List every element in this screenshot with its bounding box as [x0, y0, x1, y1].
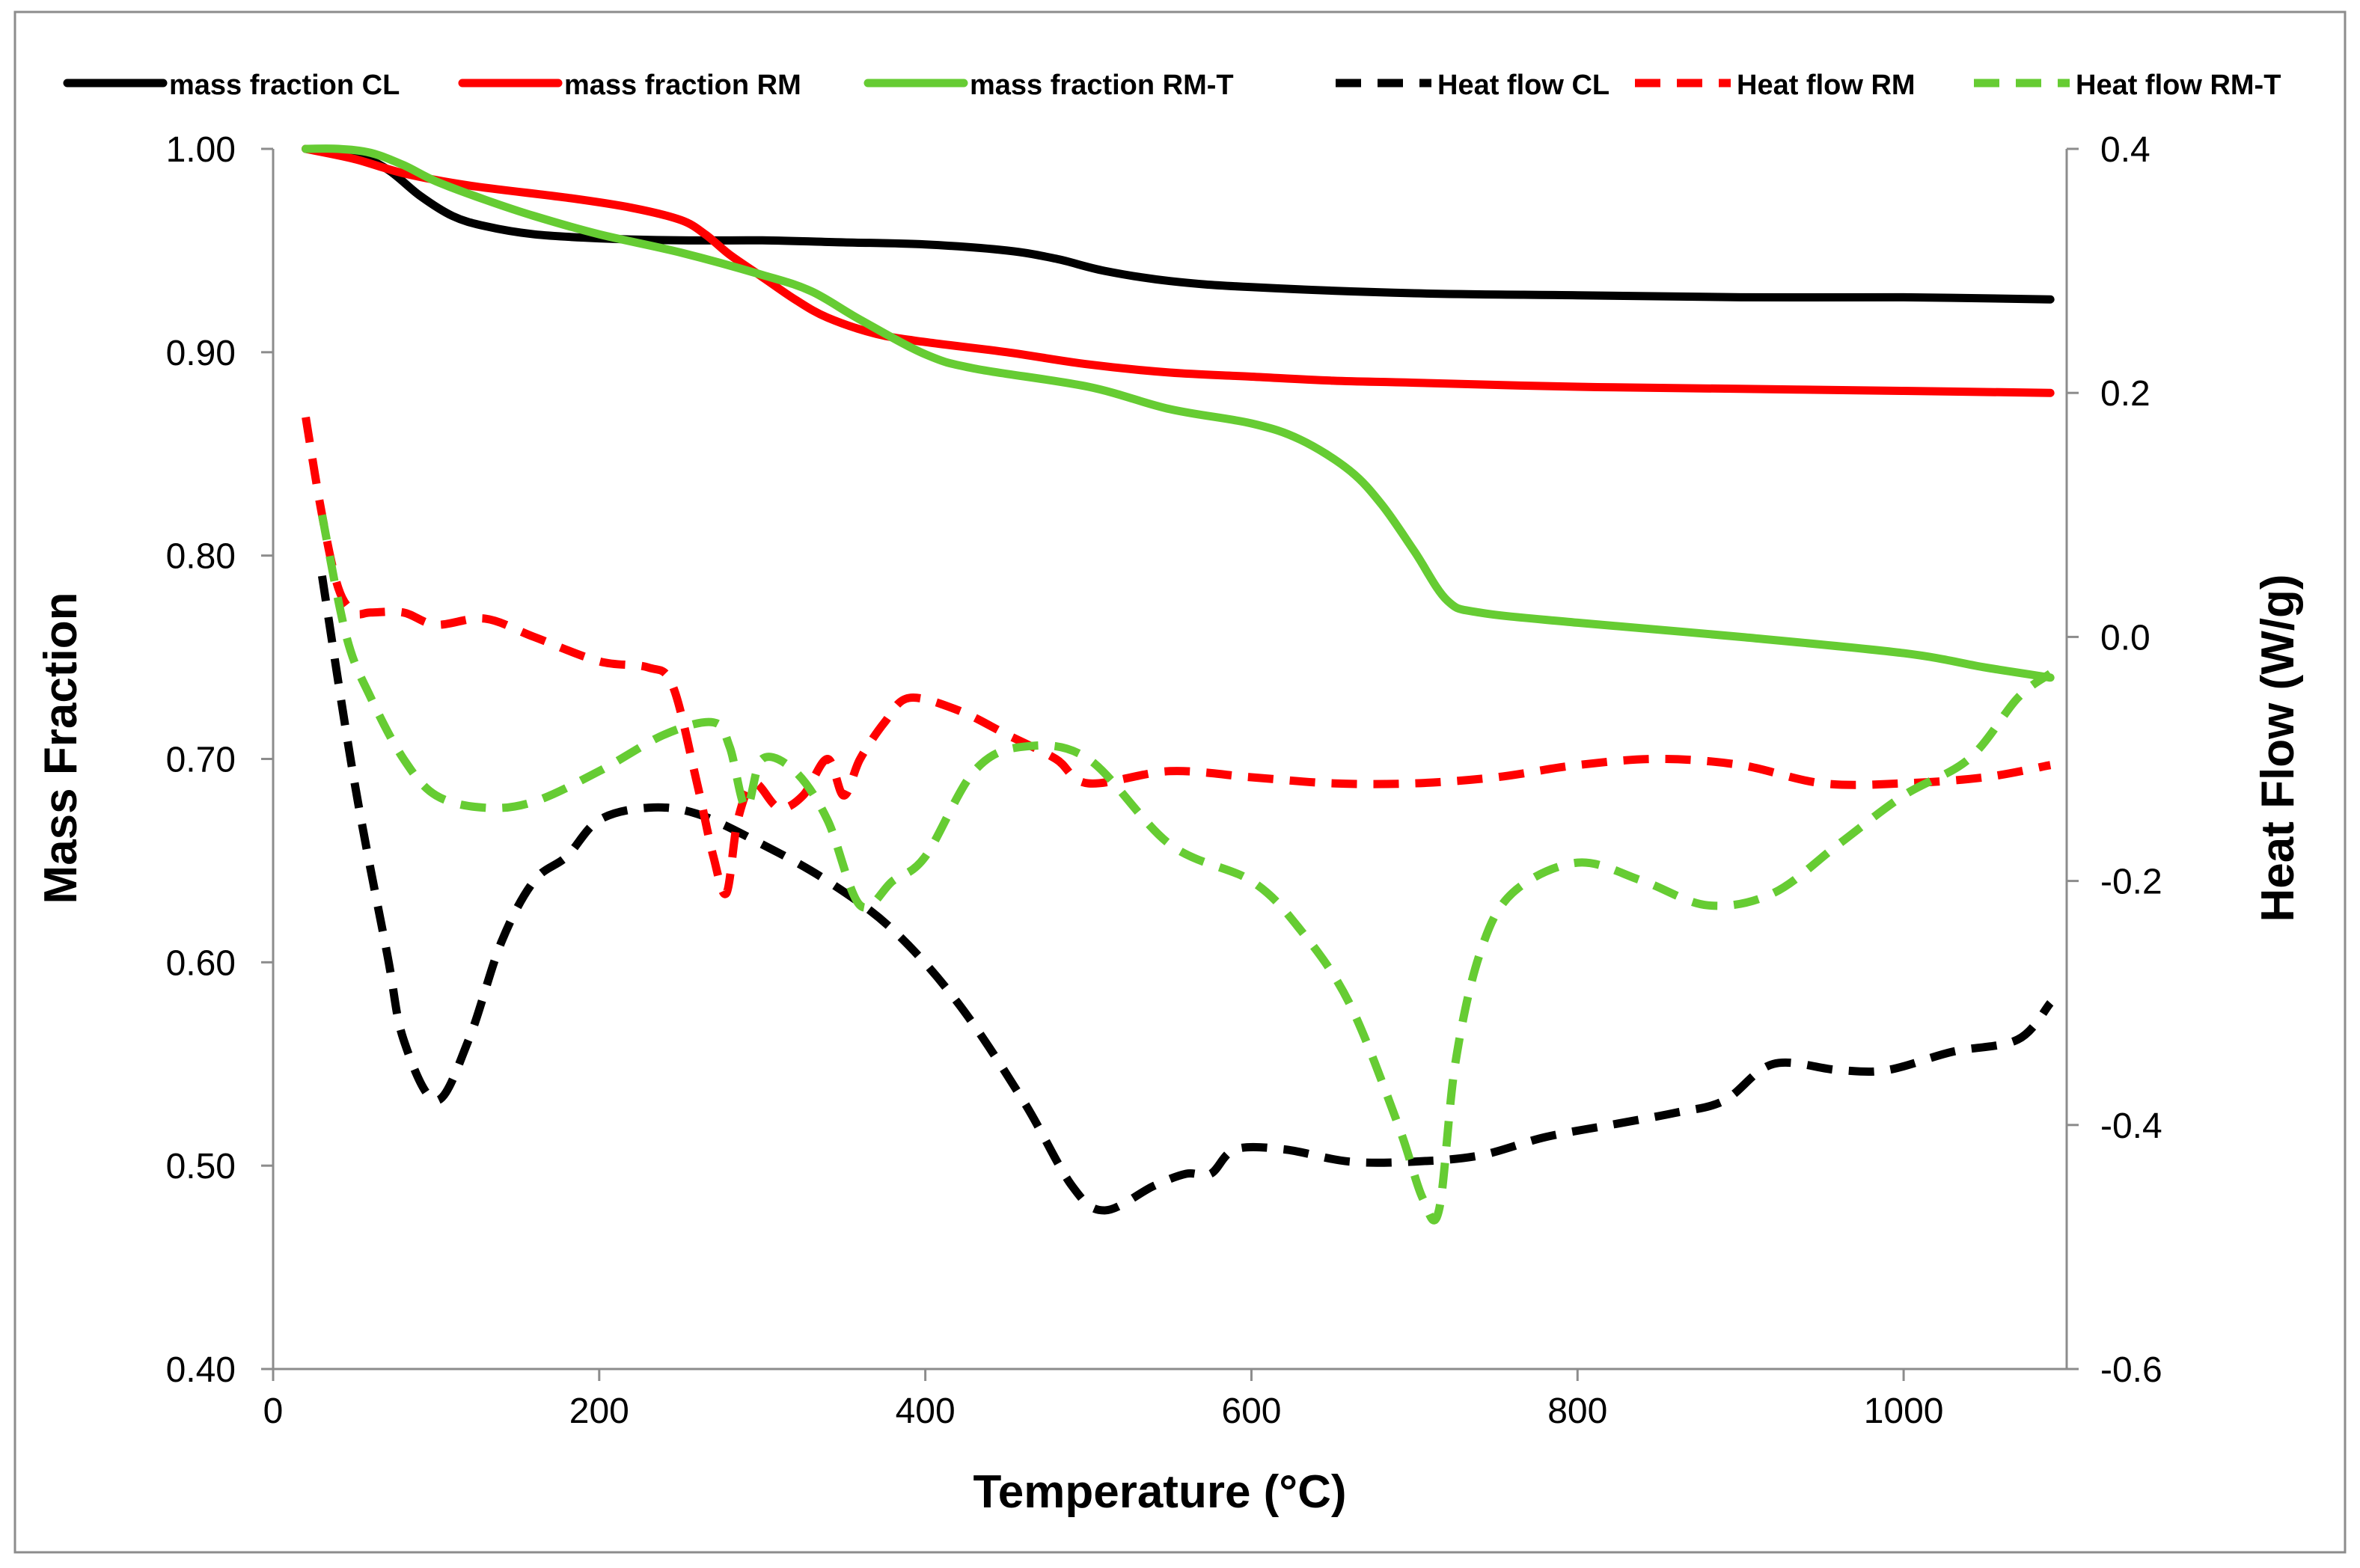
- y-right-tick-label: -0.2: [2100, 863, 2162, 902]
- x-tick-label: 1000: [1864, 1391, 1944, 1431]
- y-left-tick-label: 0.50: [166, 1147, 236, 1186]
- legend-label: mass fraction RM-T: [970, 70, 1234, 101]
- series-lines: [302, 144, 2055, 1225]
- y-right-tick-label: 0.2: [2100, 374, 2150, 414]
- series-line-heat-flow-rm: [302, 416, 2052, 898]
- y-left-tick-label: 0.90: [166, 334, 236, 373]
- legend: mass fraction CL mass fraction RM mass fra…: [63, 70, 2281, 101]
- legend-label: Heat flow CL: [1437, 70, 1609, 101]
- x-tick-label: 400: [896, 1391, 956, 1431]
- tick-marks: [261, 147, 2079, 1381]
- series-line-mass-fraction-rm-t: [302, 144, 2055, 682]
- x-tick-label: 0: [263, 1391, 284, 1431]
- x-tick-label: 600: [1221, 1391, 1281, 1431]
- tick-labels: 0 200 400 600 800 1000 0.40 0.50 0.60 0.70 0.80 0.9…: [166, 130, 2162, 1431]
- legend-label: mass fraction CL: [169, 70, 400, 101]
- series-line-heat-flow-rm-t: [318, 514, 2053, 1225]
- y-axis-right-title: Heat Flow (W/g): [2252, 575, 2304, 922]
- y-left-tick-label: 1.00: [166, 130, 236, 170]
- y-left-tick-label: 0.40: [166, 1350, 236, 1390]
- y-left-tick-label: 0.80: [166, 537, 236, 577]
- legend-label: Heat flow RM: [1737, 70, 1916, 101]
- series-line-mass-fraction-cl: [302, 144, 2055, 304]
- y-left-tick-label: 0.70: [166, 741, 236, 780]
- chart-frame: [13, 10, 2347, 1554]
- y-right-tick-label: 0.0: [2100, 618, 2150, 658]
- x-tick-label: 800: [1547, 1391, 1607, 1431]
- x-axis-title: Temperature (°C): [973, 1466, 1346, 1518]
- x-tick-label: 200: [569, 1391, 629, 1431]
- y-axis-left-title: Mass Fraction: [35, 592, 87, 904]
- y-right-tick-label: -0.4: [2100, 1106, 2162, 1146]
- y-right-tick-label: -0.6: [2100, 1350, 2162, 1390]
- y-right-tick-label: 0.4: [2100, 130, 2150, 170]
- series-line-heat-flow-cl: [317, 575, 2054, 1215]
- series-line-mass-fraction-rm: [302, 144, 2055, 397]
- legend-label: mass fraction RM: [564, 70, 801, 101]
- y-left-tick-label: 0.60: [166, 943, 236, 983]
- legend-label: Heat flow RM-T: [2076, 70, 2281, 101]
